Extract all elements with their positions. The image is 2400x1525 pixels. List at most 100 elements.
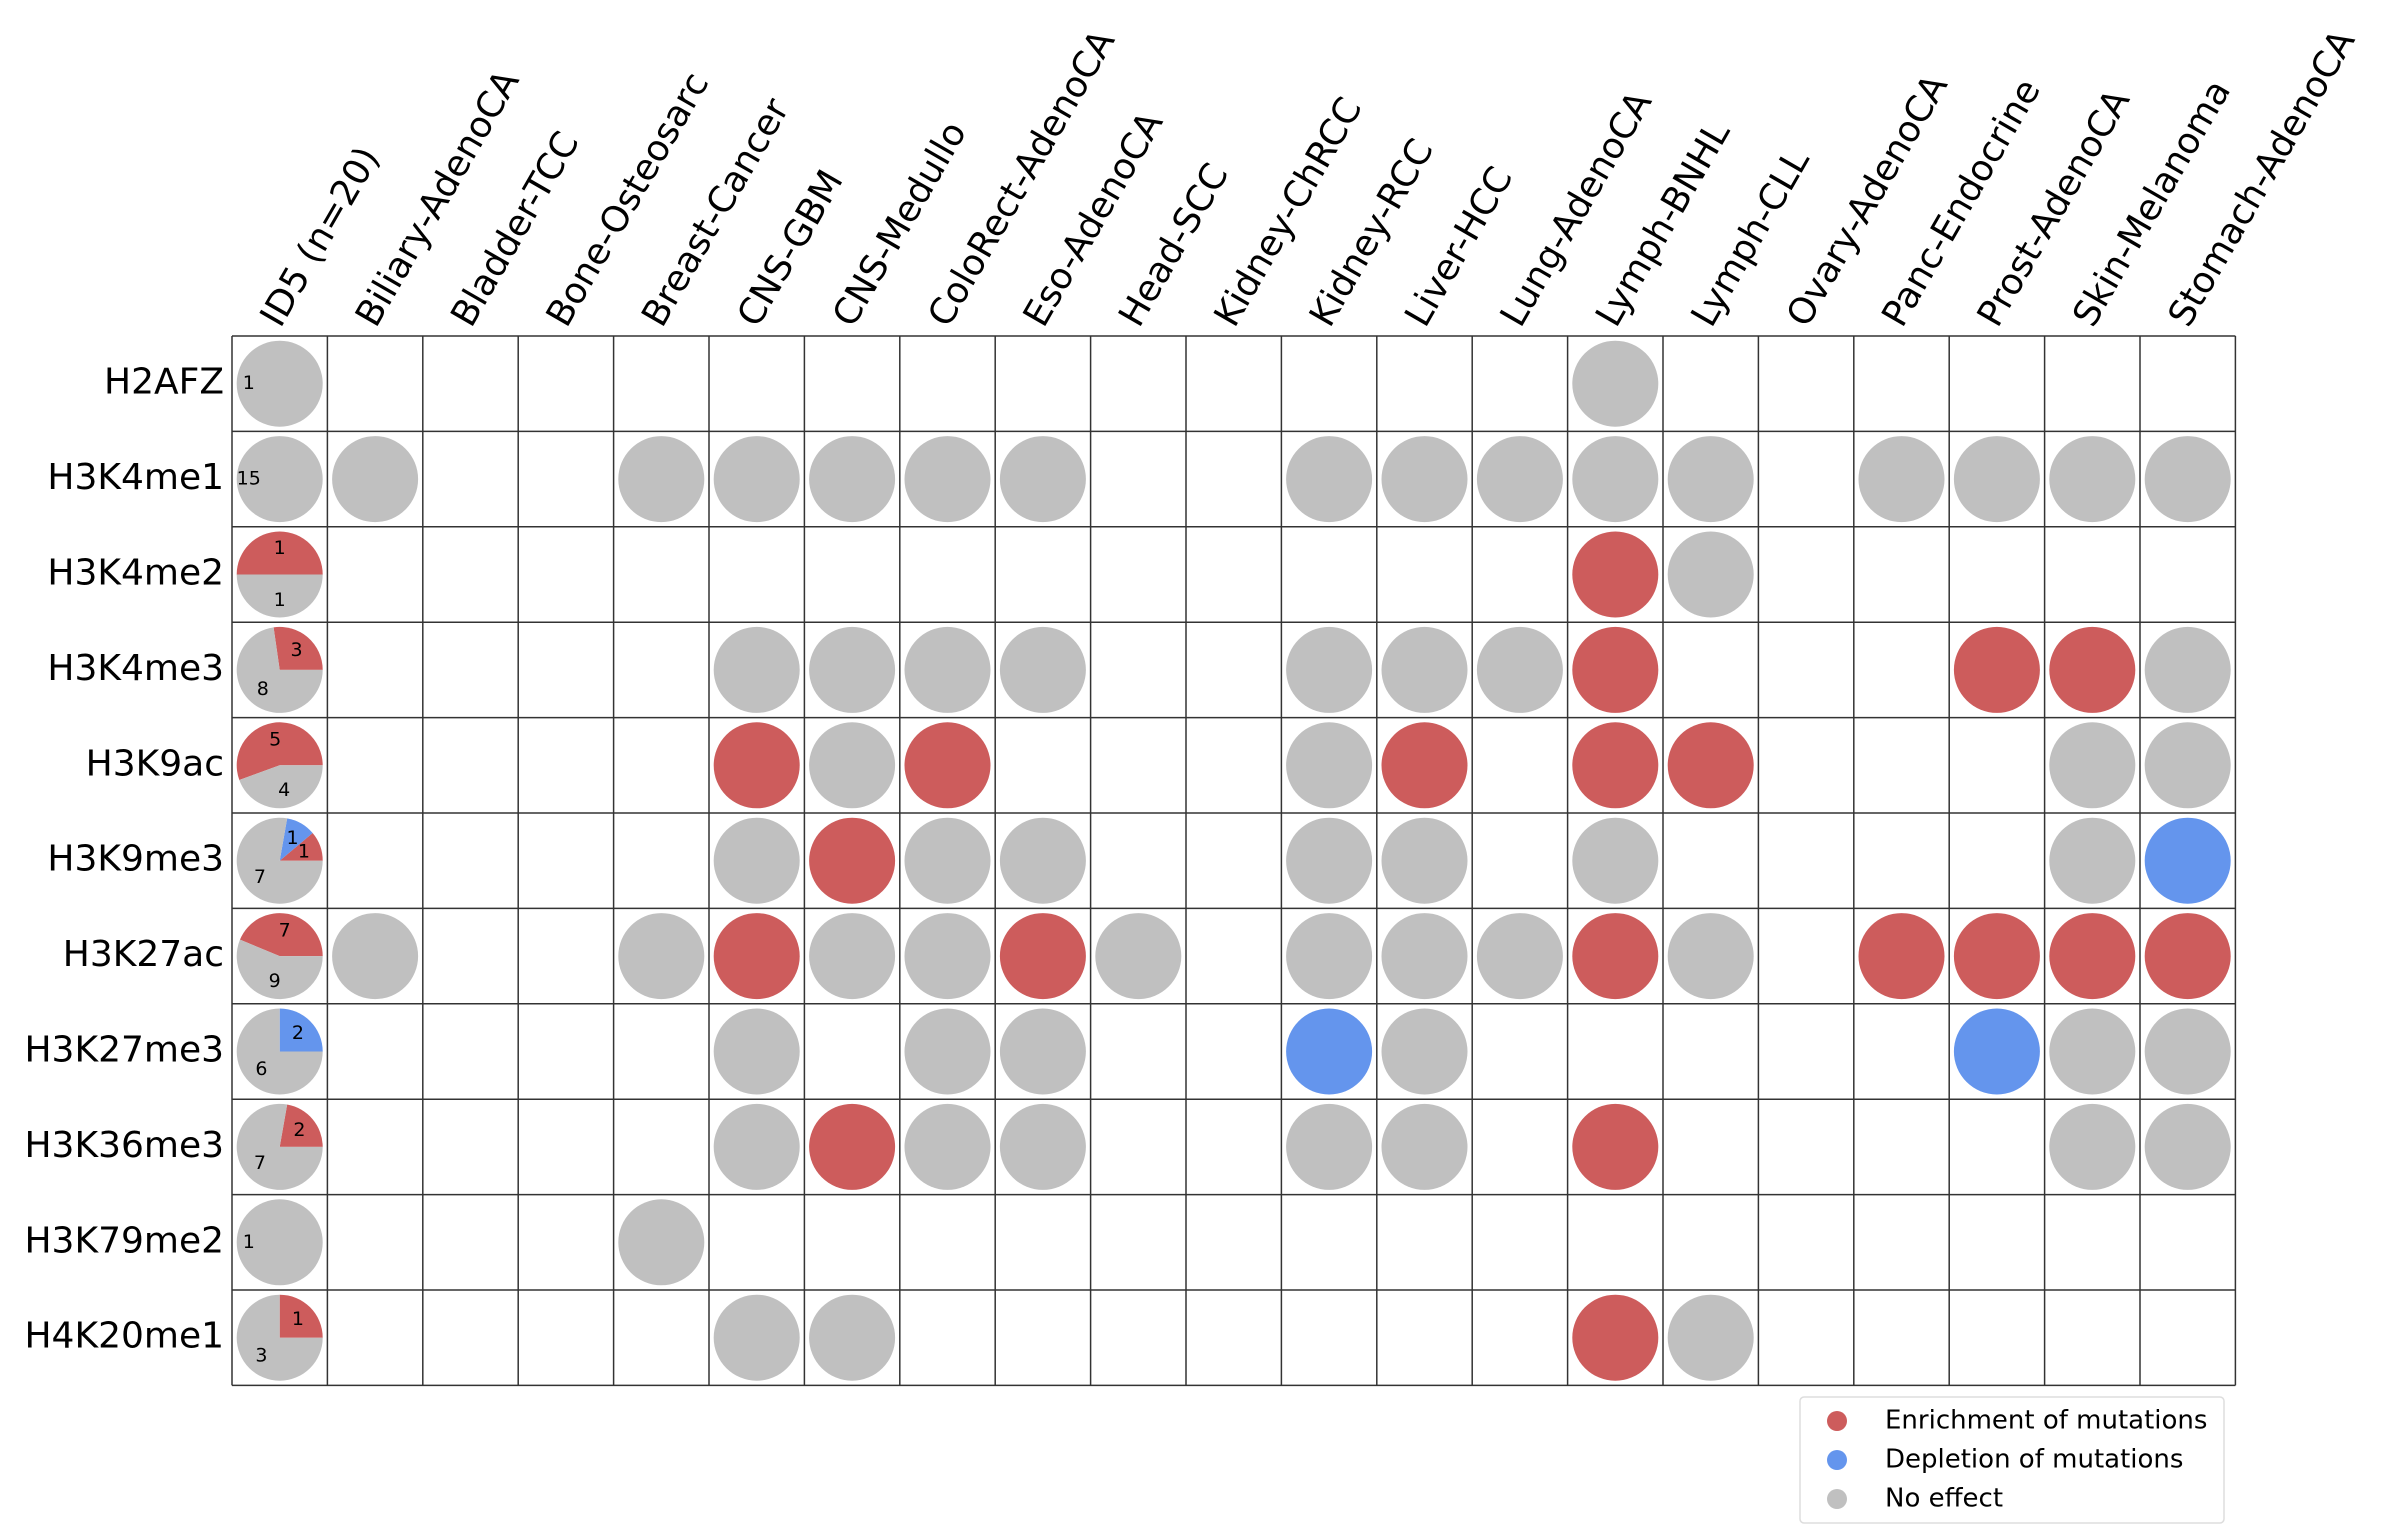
dot bbox=[1286, 913, 1373, 1000]
dot bbox=[1476, 913, 1563, 1000]
legend-marker bbox=[1827, 1411, 1847, 1431]
dot bbox=[713, 817, 800, 904]
pie-wedge bbox=[279, 818, 313, 861]
dot bbox=[999, 817, 1086, 904]
pie-label: 5 bbox=[269, 728, 281, 750]
dot bbox=[999, 436, 1086, 523]
dot bbox=[809, 817, 896, 904]
legend-box bbox=[1799, 1396, 2225, 1524]
dot bbox=[1286, 1103, 1373, 1190]
pie-label: 1 bbox=[274, 589, 286, 611]
pie-wedge bbox=[236, 1103, 323, 1190]
pie bbox=[236, 722, 323, 809]
dot bbox=[1953, 1008, 2040, 1095]
dot bbox=[904, 626, 991, 713]
dot bbox=[1953, 436, 2040, 523]
pie-label: 9 bbox=[269, 970, 281, 992]
dot bbox=[904, 722, 991, 809]
dot bbox=[713, 436, 800, 523]
pie-wedge bbox=[239, 913, 323, 957]
legend-marker bbox=[1827, 1450, 1847, 1470]
dot bbox=[2049, 817, 2136, 904]
row-label: H3K36me3 bbox=[24, 1125, 224, 1166]
row-label: H3K9ac bbox=[86, 743, 224, 784]
dot bbox=[2144, 1008, 2231, 1095]
pie bbox=[236, 1294, 323, 1381]
dot bbox=[1572, 1103, 1659, 1190]
dot bbox=[1572, 626, 1659, 713]
dot bbox=[809, 913, 896, 1000]
dot bbox=[1476, 626, 1563, 713]
dot bbox=[2049, 913, 2136, 1000]
dot bbox=[1286, 1008, 1373, 1095]
dot bbox=[2049, 626, 2136, 713]
pie-label: 1 bbox=[274, 537, 286, 559]
dot bbox=[809, 1294, 896, 1381]
dot bbox=[1667, 913, 1754, 1000]
pie-wedge bbox=[236, 1199, 323, 1286]
dot bbox=[1381, 913, 1468, 1000]
pie-wedge bbox=[236, 340, 323, 427]
pie-wedge bbox=[236, 939, 323, 1000]
pie-wedge bbox=[279, 1104, 323, 1147]
dot bbox=[1572, 1294, 1659, 1381]
row-label: H3K27ac bbox=[63, 934, 224, 975]
dot bbox=[713, 1008, 800, 1095]
dot bbox=[2144, 1103, 2231, 1190]
dot bbox=[618, 436, 705, 523]
column-label: Stomach-AdenoCA bbox=[2161, 23, 2364, 334]
dot bbox=[809, 436, 896, 523]
pie-wedge bbox=[236, 1008, 323, 1095]
dot bbox=[2144, 626, 2231, 713]
dot bbox=[1572, 913, 1659, 1000]
dot bbox=[1286, 626, 1373, 713]
dot bbox=[2049, 1103, 2136, 1190]
dot bbox=[1286, 436, 1373, 523]
pie-wedge bbox=[273, 626, 323, 670]
dot bbox=[1667, 531, 1754, 618]
pie-wedge bbox=[279, 1294, 323, 1338]
pie bbox=[236, 531, 323, 618]
pie bbox=[236, 340, 323, 427]
dot bbox=[904, 817, 991, 904]
dot bbox=[1572, 340, 1659, 427]
dot bbox=[713, 722, 800, 809]
dot bbox=[999, 626, 1086, 713]
row-label: H3K27me3 bbox=[24, 1030, 224, 1071]
dot bbox=[1572, 436, 1659, 523]
dot bbox=[904, 913, 991, 1000]
dot bbox=[2049, 436, 2136, 523]
dot bbox=[2144, 722, 2231, 809]
row-label: H4K20me1 bbox=[24, 1316, 224, 1357]
dot bbox=[1286, 722, 1373, 809]
row-label: H3K9me3 bbox=[47, 839, 224, 880]
pie-label: 3 bbox=[291, 639, 303, 661]
dot bbox=[713, 626, 800, 713]
pie-wedge bbox=[236, 1294, 323, 1381]
dot bbox=[713, 1294, 800, 1381]
dot bbox=[1476, 436, 1563, 523]
row-label: H3K4me2 bbox=[47, 553, 224, 594]
pie-wedge bbox=[236, 574, 323, 618]
dot bbox=[2144, 817, 2231, 904]
dot bbox=[1095, 913, 1182, 1000]
pie-wedge bbox=[239, 765, 323, 809]
row-label: H3K79me2 bbox=[24, 1220, 224, 1261]
pie-wedge bbox=[236, 817, 323, 904]
dot bbox=[618, 913, 705, 1000]
pie bbox=[236, 817, 323, 904]
pie-label: 3 bbox=[255, 1344, 267, 1366]
dot bbox=[999, 1103, 1086, 1190]
dot bbox=[999, 1008, 1086, 1095]
dot bbox=[1667, 1294, 1754, 1381]
pie bbox=[236, 913, 323, 1000]
pie bbox=[236, 1199, 323, 1286]
row-label: H3K4me1 bbox=[47, 457, 224, 498]
dot bbox=[2049, 1008, 2136, 1095]
dot bbox=[1381, 626, 1468, 713]
dot bbox=[904, 1103, 991, 1190]
legend-label: Depletion of mutations bbox=[1885, 1445, 2183, 1475]
pie-wedge bbox=[279, 833, 323, 861]
dot bbox=[1858, 913, 1945, 1000]
